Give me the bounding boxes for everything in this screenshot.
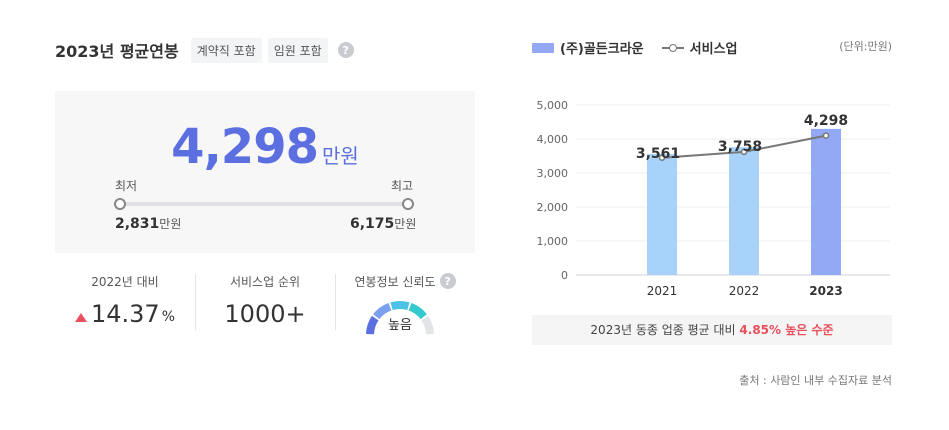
stat-trust-label-row: 연봉정보 신뢰도 ? [335, 272, 475, 290]
stat-rank-value: 1000+ [224, 300, 306, 328]
y-tick-label: 3,000 [537, 167, 569, 180]
help-icon[interactable]: ? [439, 273, 456, 289]
range-min-value: 2,831 [115, 216, 160, 232]
salary-panel: 2023년 평균연봉 계약직 포함 임원 포함 ? 4,298 만원 최저 최고 … [55, 0, 475, 430]
legend-line-swatch [661, 43, 684, 53]
tag-executive: 임원 포함 [267, 37, 328, 63]
range-min-label: 최저 [115, 179, 138, 193]
gauge-segment [366, 315, 379, 335]
page-title: 2023년 평균연봉 [55, 42, 179, 61]
chart-legend: (주)골든크라운 서비스업 [532, 38, 738, 57]
summary-highlight: 4.85% 높은 수준 [739, 323, 834, 337]
line-point [822, 132, 830, 139]
gauge-segment [408, 302, 427, 320]
data-label: 3,758 [718, 139, 762, 155]
line-point [658, 154, 666, 161]
legend-bar-swatch [532, 42, 554, 53]
bar [811, 128, 841, 275]
stat-yoy-row: 14.37% [55, 300, 195, 328]
x-tick-label: 2023 [809, 284, 842, 298]
y-tick-label: 1,000 [537, 235, 569, 248]
chart-panel: (주)골든크라운 서비스업 (단위:만원) 0 1,000 2,000 3,000 4,… [532, 0, 892, 430]
unit-note: (단위:만원) [839, 40, 892, 53]
gauge-segment [390, 301, 410, 311]
line-point [740, 148, 748, 156]
data-label: 4,298 [804, 113, 848, 129]
stat-yoy-unit: % [161, 309, 176, 325]
summary-box: 2023년 동종 업종 평균 대비 4.85% 높은 수준 [532, 315, 892, 345]
stat-yoy-value: 14.37 [90, 300, 160, 328]
average-salary: 4,298 만원 [55, 119, 475, 175]
title-row: 2023년 평균연봉 계약직 포함 임원 포함 ? [55, 37, 354, 63]
bar [729, 147, 759, 275]
average-salary-value: 4,298 [171, 119, 319, 175]
x-tick-label: 2021 [647, 284, 678, 298]
salary-chart: 0 1,000 2,000 3,000 4,000 5,000 2021 2022 2023 3,… [537, 99, 890, 298]
y-tick-label: 5,000 [537, 99, 569, 112]
trust-gauge-label: 높음 [388, 318, 412, 333]
stat-rank-label: 서비스업 순위 [229, 274, 301, 289]
average-salary-box: 4,298 만원 최저 최고 2,831만원 6,175만원 [55, 91, 475, 253]
source-note: 출처 : 사람인 내부 수집자료 분석 [739, 374, 892, 387]
stat-yoy-label: 2022년 대비 [91, 274, 159, 289]
bar [647, 153, 677, 275]
range-max-label: 최고 [391, 179, 414, 193]
range-track [121, 202, 409, 206]
range-min-knob [114, 198, 126, 210]
y-tick-label: 0 [561, 269, 568, 282]
data-label: 3,561 [636, 146, 680, 162]
gauge-segment [373, 302, 392, 320]
x-tick-label: 2022 [729, 284, 760, 298]
range-min-unit: 만원 [159, 217, 182, 231]
help-icon[interactable]: ? [337, 42, 354, 58]
stat-divider [335, 274, 336, 330]
trust-gauge [366, 301, 434, 335]
range-max: 6,175만원 [350, 215, 416, 232]
up-arrow-icon [74, 312, 87, 322]
y-tick-label: 4,000 [537, 133, 569, 146]
stat-rank: 서비스업 순위 1000+ [195, 272, 335, 329]
stat-trust-label: 연봉정보 신뢰도 [354, 274, 436, 289]
stat-divider [195, 274, 196, 330]
y-tick-label: 2,000 [537, 201, 569, 214]
summary-text: 2023년 동종 업종 평균 대비 [590, 323, 736, 337]
stat-trust: 연봉정보 신뢰도 ? [335, 272, 475, 290]
stat-yoy: 2022년 대비 14.37% [55, 272, 195, 328]
legend-line-label: 서비스업 [689, 42, 738, 57]
range-min: 2,831만원 [115, 215, 181, 232]
range-max-unit: 만원 [394, 217, 417, 231]
range-max-value: 6,175 [350, 216, 395, 232]
gauge-segment [421, 315, 434, 335]
average-salary-unit: 만원 [322, 144, 359, 168]
tag-contract: 계약직 포함 [190, 37, 262, 63]
range-max-knob [402, 198, 414, 210]
legend-bar-label: (주)골든크라운 [560, 42, 644, 57]
